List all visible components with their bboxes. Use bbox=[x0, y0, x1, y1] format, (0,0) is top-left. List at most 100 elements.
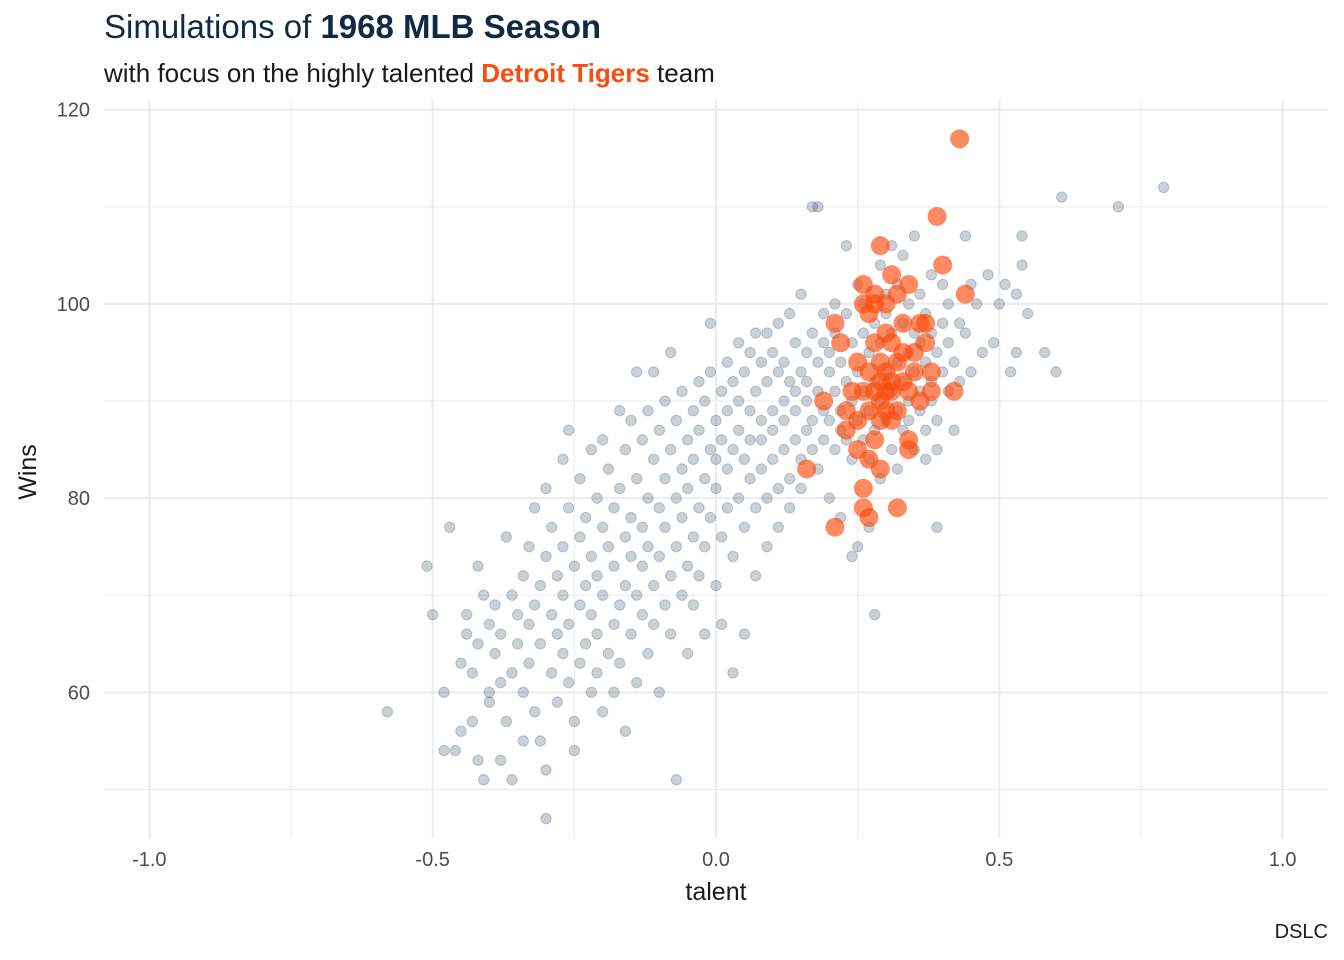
data-point bbox=[483, 696, 496, 708]
data-point bbox=[761, 492, 773, 504]
data-point bbox=[823, 414, 836, 427]
data-point bbox=[619, 531, 632, 543]
data-point bbox=[613, 405, 626, 417]
data-point bbox=[472, 560, 484, 572]
data-point bbox=[976, 346, 989, 359]
data-point bbox=[511, 638, 524, 650]
data-point bbox=[806, 414, 819, 427]
data-point bbox=[647, 366, 660, 378]
data-point bbox=[795, 288, 807, 300]
tigers-data-point bbox=[865, 430, 885, 450]
data-point bbox=[613, 482, 626, 495]
x-tick-label: -0.5 bbox=[415, 849, 449, 871]
data-point bbox=[1157, 181, 1170, 194]
x-axis-ticks: -1.0 -0.5 0.0 0.5 1.0 bbox=[132, 849, 1296, 871]
data-point bbox=[744, 473, 756, 485]
data-point bbox=[523, 618, 535, 631]
data-point bbox=[931, 346, 943, 359]
data-point bbox=[670, 492, 683, 504]
data-point bbox=[698, 395, 711, 407]
tigers-data-point bbox=[887, 498, 907, 518]
data-point bbox=[551, 570, 564, 582]
data-point bbox=[636, 434, 649, 446]
data-point bbox=[970, 298, 983, 310]
data-point bbox=[931, 414, 943, 427]
data-point bbox=[574, 531, 586, 543]
y-tick-label: 60 bbox=[68, 682, 90, 704]
data-point bbox=[647, 453, 660, 465]
data-point bbox=[817, 307, 830, 320]
data-point bbox=[568, 744, 581, 757]
data-point bbox=[585, 550, 598, 563]
grid-lines bbox=[104, 100, 1328, 838]
data-point bbox=[715, 385, 728, 398]
chart-title: Simulations of 1968 MLB Season bbox=[104, 8, 601, 46]
data-point bbox=[806, 443, 819, 456]
data-point bbox=[545, 608, 558, 621]
data-point bbox=[574, 473, 586, 485]
data-point bbox=[540, 482, 552, 495]
data-point bbox=[642, 492, 654, 504]
tigers-data-point bbox=[916, 313, 936, 333]
data-point bbox=[931, 521, 943, 533]
tigers-data-point bbox=[933, 255, 953, 275]
data-point bbox=[670, 540, 683, 553]
data-point bbox=[619, 579, 632, 592]
data-point bbox=[783, 502, 796, 514]
data-point bbox=[625, 414, 637, 427]
data-point bbox=[642, 540, 654, 553]
data-point bbox=[528, 502, 541, 514]
data-point bbox=[596, 706, 609, 718]
data-point bbox=[659, 599, 671, 611]
data-point bbox=[732, 337, 745, 349]
data-point bbox=[885, 443, 898, 456]
data-point bbox=[545, 521, 558, 533]
data-point bbox=[443, 521, 456, 533]
data-point bbox=[698, 540, 711, 553]
data-point bbox=[557, 647, 569, 660]
data-point bbox=[579, 511, 592, 524]
data-point bbox=[732, 424, 745, 436]
data-point bbox=[659, 395, 671, 407]
data-point bbox=[783, 473, 796, 485]
data-point bbox=[721, 356, 734, 368]
data-point bbox=[659, 473, 671, 485]
data-point bbox=[823, 366, 836, 378]
data-point bbox=[846, 550, 858, 563]
tigers-data-point bbox=[921, 362, 941, 382]
data-point bbox=[500, 531, 513, 543]
data-point bbox=[664, 628, 677, 640]
data-point bbox=[528, 706, 541, 718]
data-point bbox=[591, 628, 603, 640]
data-point bbox=[1050, 366, 1062, 378]
data-point bbox=[483, 686, 496, 699]
x-tick-label: 0.5 bbox=[985, 849, 1013, 871]
tigers-data-point bbox=[916, 333, 936, 353]
data-point bbox=[732, 395, 745, 407]
data-point bbox=[897, 249, 909, 262]
data-point bbox=[562, 618, 575, 631]
data-point bbox=[636, 560, 649, 572]
data-point bbox=[1010, 346, 1023, 359]
data-point bbox=[664, 570, 677, 582]
chart-title-prefix: Simulations of bbox=[104, 8, 321, 45]
data-point bbox=[653, 502, 666, 514]
data-point bbox=[613, 599, 626, 611]
data-point bbox=[778, 395, 790, 407]
data-point bbox=[959, 327, 972, 339]
data-point bbox=[715, 434, 728, 446]
data-point bbox=[630, 473, 643, 485]
other-teams-points bbox=[381, 181, 1170, 825]
data-point bbox=[540, 550, 552, 563]
data-point bbox=[1021, 307, 1034, 320]
data-point bbox=[834, 356, 847, 368]
data-point bbox=[772, 521, 785, 533]
data-point bbox=[715, 531, 728, 543]
data-point bbox=[931, 443, 943, 456]
data-point bbox=[477, 589, 490, 601]
data-point bbox=[953, 317, 966, 330]
data-point bbox=[755, 434, 768, 446]
data-point bbox=[738, 521, 751, 533]
data-point bbox=[676, 385, 688, 398]
data-point bbox=[630, 366, 643, 378]
